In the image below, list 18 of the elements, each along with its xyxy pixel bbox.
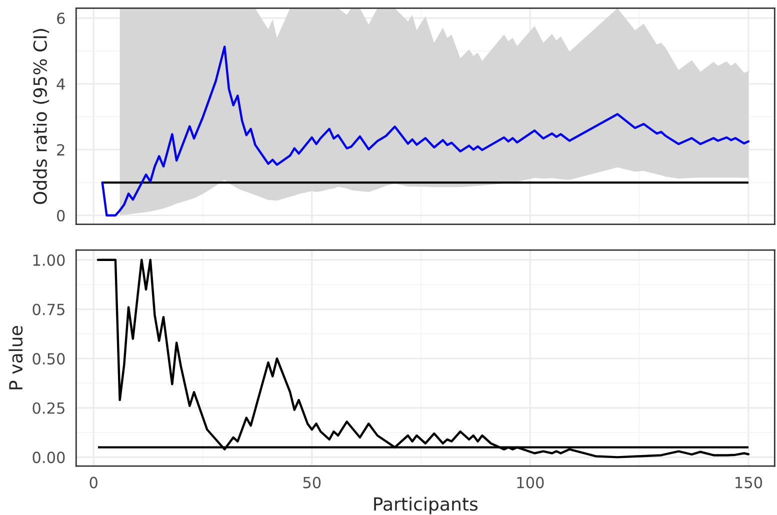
y-tick-label: 1.00 bbox=[33, 254, 65, 266]
x-tick-label: 50 bbox=[303, 476, 321, 488]
y-tick-label: 0.50 bbox=[32, 353, 65, 365]
y-tick-label: 0.25 bbox=[32, 402, 64, 414]
y-axis-title: P value bbox=[8, 326, 23, 390]
y-tick-label: 4 bbox=[56, 78, 65, 90]
x-tick-label: 100 bbox=[517, 476, 544, 488]
y-tick-label: 0 bbox=[57, 210, 65, 222]
x-tick-label: 0 bbox=[90, 476, 98, 488]
line-series bbox=[101, 46, 750, 217]
y-tick-label: 2 bbox=[57, 144, 64, 156]
y-tick-label: 0.75 bbox=[32, 304, 64, 316]
x-tick-label: 150 bbox=[736, 476, 762, 488]
y-tick-label: 6 bbox=[57, 12, 65, 24]
y-axis-title: Odds ratio (95% CI) bbox=[32, 29, 50, 204]
y-tick-label: 0.00 bbox=[32, 452, 65, 464]
line-series bbox=[96, 258, 750, 458]
x-axis-title: Participants bbox=[374, 496, 478, 514]
